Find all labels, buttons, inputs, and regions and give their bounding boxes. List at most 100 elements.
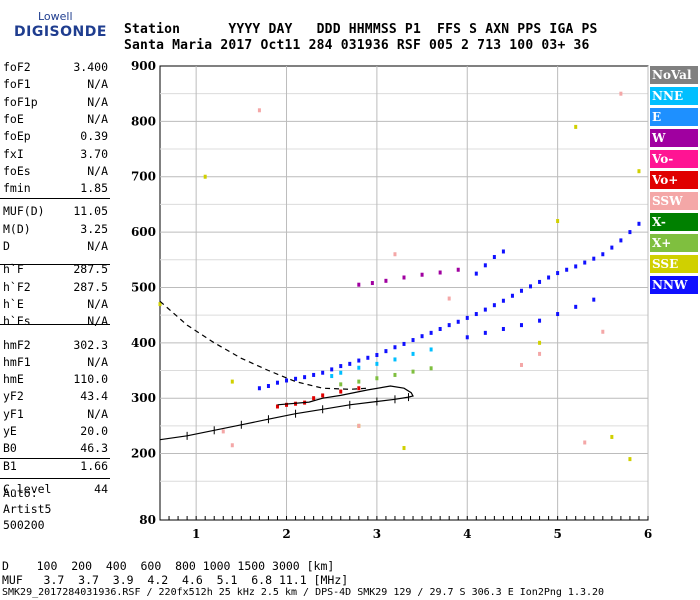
data-point (375, 361, 379, 366)
data-point (474, 271, 478, 276)
data-point (583, 260, 587, 265)
x-tick-label: 4 (463, 527, 471, 541)
param-name: foF2 (3, 60, 31, 74)
data-point (547, 275, 551, 280)
data-point (357, 358, 361, 363)
param-row: h`E N/A (3, 297, 108, 313)
data-point (294, 376, 298, 381)
param-name: h`E (3, 296, 24, 311)
param-value: N/A (87, 406, 108, 421)
data-point (610, 434, 614, 439)
param-row: foE N/A (3, 112, 108, 128)
data-point (619, 91, 623, 96)
file-info: SMK29_2017284031936.RSF / 220fx512h 25 k… (2, 587, 605, 598)
data-point (474, 312, 478, 317)
legend-item: X+ (650, 234, 698, 252)
legend-item: NNW (650, 276, 698, 294)
legend-item: Vo- (650, 150, 698, 168)
y-tick-label: 500 (131, 280, 156, 294)
separator-line (0, 478, 110, 479)
data-point (375, 353, 379, 358)
param-name: foE (3, 111, 24, 126)
data-point (519, 288, 523, 293)
y-tick-label: 800 (131, 114, 156, 128)
legend-item: Vo+ (650, 171, 698, 189)
data-point (230, 379, 234, 384)
data-point (420, 272, 424, 277)
param-row: foEs N/A (3, 164, 108, 180)
x-tick-label: 6 (644, 527, 652, 541)
digisonde-logo: Lowell DIGISONDE (8, 6, 118, 46)
data-point (357, 365, 361, 370)
param-row: hmE 110.0 (3, 372, 108, 388)
data-point (529, 284, 533, 289)
data-point (393, 372, 397, 377)
data-point (393, 357, 397, 362)
param-name: MUF(D) (3, 204, 45, 219)
data-point (330, 374, 334, 379)
data-point (583, 440, 587, 445)
y-tick-label: 900 (131, 59, 156, 73)
data-point (429, 330, 433, 335)
param-value: 1.66 (80, 458, 108, 473)
header-labels: Station YYYY DAY DDD HHMMSS P1 FFS S AXN… (124, 22, 598, 37)
param-value: N/A (87, 111, 108, 126)
plot-area (159, 65, 649, 521)
param-row: C-level 44 (3, 482, 108, 498)
data-point (592, 297, 596, 302)
data-point (574, 264, 578, 269)
param-value: N/A (87, 296, 108, 311)
legend-item: X- (650, 213, 698, 231)
data-point (483, 263, 487, 268)
data-point (538, 318, 542, 323)
param-name: hmE (3, 372, 24, 387)
param-row: hmF1 N/A (3, 355, 108, 371)
legend-item: SSE (650, 255, 698, 273)
param-row: B0 46.3 (3, 441, 108, 457)
param-name: foEs (3, 163, 31, 178)
data-point (402, 275, 406, 280)
y-tick-label: 200 (131, 447, 156, 461)
data-point (312, 372, 316, 377)
param-value: 110.0 (73, 372, 108, 387)
data-point (411, 338, 415, 343)
logo-digisonde-text: DIGISONDE (14, 24, 107, 40)
param-name: fmin (3, 181, 31, 196)
data-point (275, 380, 279, 385)
y-tick-label: 80 (139, 513, 156, 527)
param-value: 302.3 (73, 337, 108, 352)
data-point (556, 312, 560, 317)
data-point (438, 270, 442, 275)
data-point (357, 379, 361, 384)
separator-line (0, 458, 110, 459)
data-point (321, 370, 325, 375)
param-name: foEp (3, 129, 31, 144)
data-point (411, 369, 415, 374)
param-value: 287.5 (73, 262, 108, 277)
data-point (339, 382, 343, 387)
data-point (370, 281, 374, 286)
data-point (637, 221, 641, 226)
auto-label: Auto: (3, 486, 38, 500)
data-point (348, 361, 352, 366)
param-row: foF2 3.400 (3, 60, 108, 76)
x-tick-label: 3 (373, 527, 381, 541)
legend-item: NNE (650, 87, 698, 105)
data-point (203, 174, 207, 179)
data-point (465, 335, 469, 340)
param-value: N/A (87, 77, 108, 92)
param-row: h`F2 287.5 (3, 280, 108, 296)
data-point (339, 389, 343, 394)
param-name: D (3, 239, 10, 253)
data-point (429, 347, 433, 352)
data-point (339, 364, 343, 369)
param-name: M(D) (3, 221, 31, 236)
param-name: C-level (3, 481, 52, 496)
data-point (447, 323, 451, 328)
data-point (357, 423, 361, 428)
y-tick-label: 300 (131, 391, 156, 405)
param-name: yF2 (3, 389, 24, 404)
data-point (366, 355, 370, 360)
param-value: 44 (94, 481, 108, 496)
data-point (538, 351, 542, 356)
